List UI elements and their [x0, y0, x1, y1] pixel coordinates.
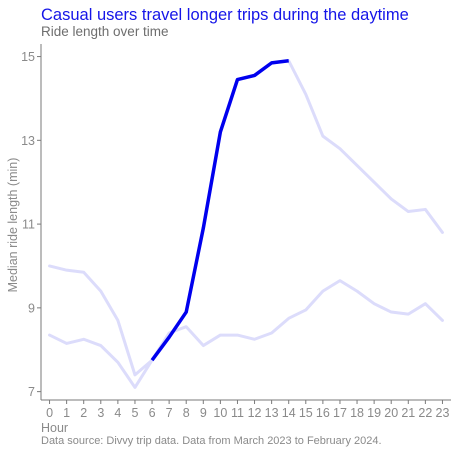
x-tick-label: 0	[46, 406, 53, 420]
x-axis-title: Hour	[41, 421, 68, 435]
x-tick-label: 16	[316, 406, 330, 420]
x-tick-label: 15	[299, 406, 313, 420]
chart-caption: Data source: Divvy trip data. Data from …	[41, 435, 382, 447]
y-tick-label: 15	[21, 50, 35, 64]
x-tick-label: 4	[114, 406, 121, 420]
y-tick-label: 7	[28, 385, 35, 399]
x-tick-label: 8	[183, 406, 190, 420]
x-tick-label: 9	[200, 406, 207, 420]
x-tick-label: 21	[401, 406, 415, 420]
x-tick-label: 12	[248, 406, 262, 420]
series-line-1	[48, 279, 444, 389]
x-tick-label: 1	[63, 406, 70, 420]
y-axis-title: Median ride length (min)	[6, 158, 20, 293]
series-line-0	[48, 59, 444, 377]
series-group	[48, 59, 444, 389]
x-tick-label: 2	[80, 406, 87, 420]
chart-title: Casual users travel longer trips during …	[41, 6, 409, 24]
x-tick-label: 14	[282, 406, 296, 420]
x-tick-label: 19	[367, 406, 381, 420]
x-tick-label: 6	[149, 406, 156, 420]
x-tick-label: 20	[384, 406, 398, 420]
chart-subtitle: Ride length over time	[41, 24, 169, 39]
y-tick-label: 13	[21, 134, 35, 148]
y-tick-label: 9	[28, 301, 35, 315]
x-tick-label: 3	[97, 406, 104, 420]
x-tick-label: 23	[436, 406, 450, 420]
x-tick-label: 7	[166, 406, 173, 420]
x-tick-label: 10	[213, 406, 227, 420]
x-tick-label: 13	[265, 406, 279, 420]
x-tick-label: 18	[350, 406, 364, 420]
x-tick-label: 5	[131, 406, 138, 420]
x-tick-label: 22	[418, 406, 432, 420]
series-highlight-0	[150, 59, 289, 362]
x-tick-label: 17	[333, 406, 347, 420]
x-tick-label: 11	[231, 406, 244, 420]
y-tick-label: 11	[22, 218, 35, 232]
